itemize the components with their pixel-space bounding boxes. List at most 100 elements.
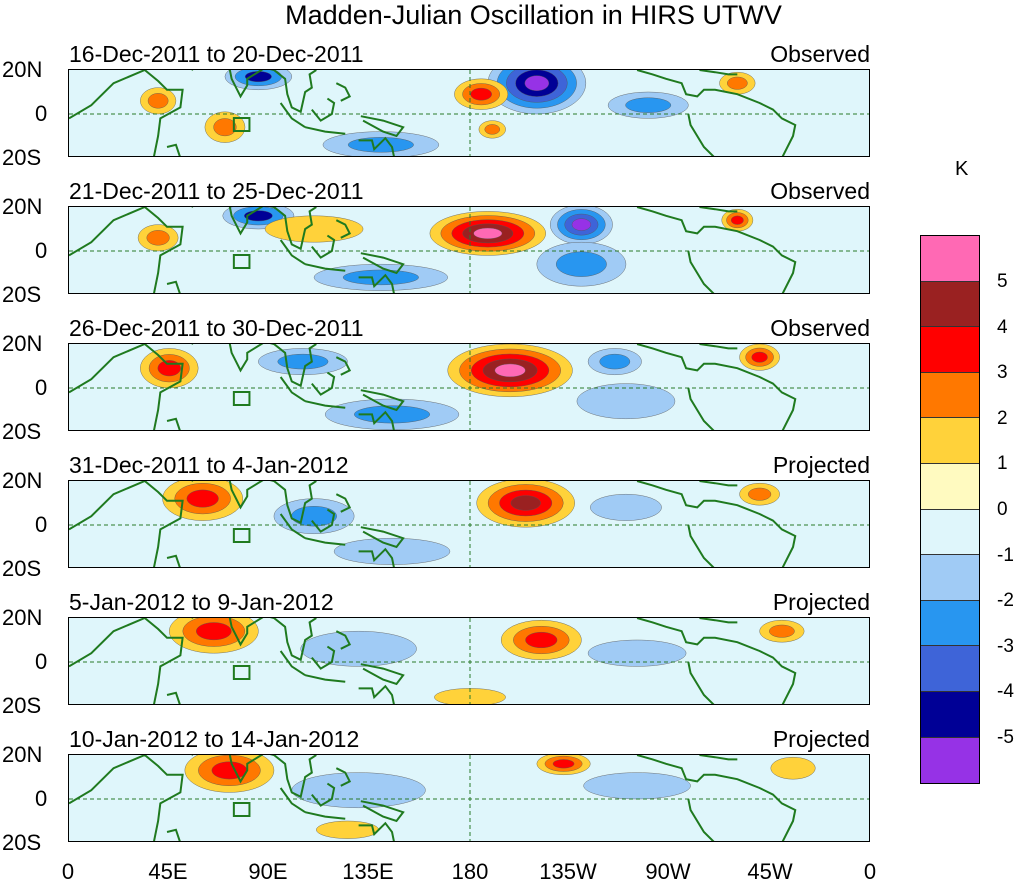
anomaly-contour [730, 215, 744, 225]
coastline [687, 661, 715, 704]
coastline [360, 663, 405, 686]
colorbar-label: 3 [997, 362, 1008, 384]
coastline [687, 798, 715, 841]
anomaly-contour [186, 489, 219, 508]
coastline [636, 755, 797, 841]
anomaly-contour [751, 351, 768, 363]
anomaly-contour [277, 353, 329, 370]
coastline [699, 344, 738, 350]
coastline [360, 526, 405, 549]
coastline [687, 387, 715, 430]
latitude-label: 20N [2, 605, 43, 630]
coastline [636, 207, 797, 293]
colorbar-label: -2 [997, 590, 1014, 612]
coastline [636, 344, 797, 430]
latitude-label: 20N [2, 194, 43, 219]
anomaly-map-panel [68, 617, 870, 705]
panel-status: Projected [772, 452, 870, 478]
coastline [304, 126, 346, 135]
coastline [166, 554, 181, 567]
panel-status: Observed [770, 315, 870, 341]
coastline [279, 376, 306, 403]
anomaly-contour [494, 363, 526, 378]
coastline [166, 143, 181, 156]
panel-date-range: 26-Dec-2011 to 30-Dec-2011 [69, 315, 364, 341]
figure-title: Madden-Julian Oscillation in HIRS UTWV [285, 0, 782, 30]
reference-box [232, 665, 251, 680]
coastline [279, 102, 306, 129]
latitude-label: 20S [2, 282, 42, 307]
anomaly-map [69, 70, 869, 156]
panel-status: Projected [772, 726, 870, 752]
anomaly-contour [769, 624, 795, 638]
longitude-label: 0 [61, 859, 75, 884]
coastline [191, 207, 317, 251]
colorbar-label: -4 [997, 681, 1014, 703]
longitude-label: 0 [863, 859, 877, 884]
anomaly-contour [625, 97, 672, 113]
colorbar-swatch [921, 509, 979, 556]
coastline [166, 691, 181, 704]
coastline [699, 207, 738, 213]
coastline [311, 782, 336, 807]
latitude-label: 20S [2, 145, 42, 170]
panel-date-range: 21-Dec-2011 to 25-Dec-2011 [69, 178, 364, 204]
coastline [311, 645, 336, 670]
latitude-label: 20N [2, 742, 43, 767]
anomaly-contour [342, 269, 419, 286]
anomaly-map-panel [68, 206, 870, 294]
units-label: K [955, 158, 969, 180]
coastline [360, 252, 405, 275]
latitude-label: 0 [35, 101, 48, 126]
anomaly-contour [556, 251, 607, 277]
coastline [279, 239, 306, 266]
anomaly-map-panel [68, 754, 870, 842]
anomaly-contour [748, 487, 772, 501]
coastline [687, 250, 715, 293]
coastline [304, 400, 346, 409]
coastline [360, 115, 405, 138]
colorbar-label: -5 [997, 727, 1014, 748]
coastline [699, 481, 738, 487]
longitude-label: 90W [645, 859, 691, 884]
anomaly-map-panel [68, 480, 870, 568]
coastline [358, 821, 395, 841]
panel-date-range: 31-Dec-2011 to 4-Jan-2012 [69, 452, 349, 478]
coastline [699, 70, 738, 76]
longitude-label: 135E [342, 859, 394, 884]
coastline [358, 410, 395, 430]
coastline [191, 755, 317, 799]
colorbar-swatch [921, 418, 979, 464]
coastline [360, 800, 405, 823]
longitude-label: 90E [248, 859, 288, 884]
coastline [335, 767, 352, 787]
coastline [279, 787, 306, 814]
coastline [358, 136, 395, 156]
reference-box [232, 528, 251, 543]
coastline [279, 513, 306, 540]
coastline [360, 389, 405, 412]
colorbar-label: 2 [997, 407, 1008, 429]
anomaly-contour [211, 761, 248, 780]
colorbar-label: 5 [997, 271, 1008, 292]
coastline [687, 113, 715, 156]
anomaly-contour [196, 622, 232, 641]
colorbar-label: 1 [997, 453, 1008, 475]
latitude-label: 0 [35, 649, 48, 674]
anomaly-contour [291, 772, 426, 809]
colorbar-swatch [921, 737, 979, 784]
coastline [69, 207, 184, 293]
longitude-label: 135W [539, 859, 597, 884]
coastline [335, 493, 352, 513]
latitude-label: 20N [2, 331, 43, 356]
colorbar-label: -1 [997, 544, 1014, 566]
anomaly-contour [770, 756, 816, 780]
coastline [191, 70, 317, 114]
anomaly-contour [587, 639, 687, 667]
anomaly-map-panel [68, 343, 870, 431]
colorbar [920, 235, 980, 785]
coastline [636, 70, 797, 156]
colorbar-swatch [921, 646, 979, 692]
anomaly-contour [470, 87, 492, 101]
anomaly-contour [576, 383, 676, 419]
